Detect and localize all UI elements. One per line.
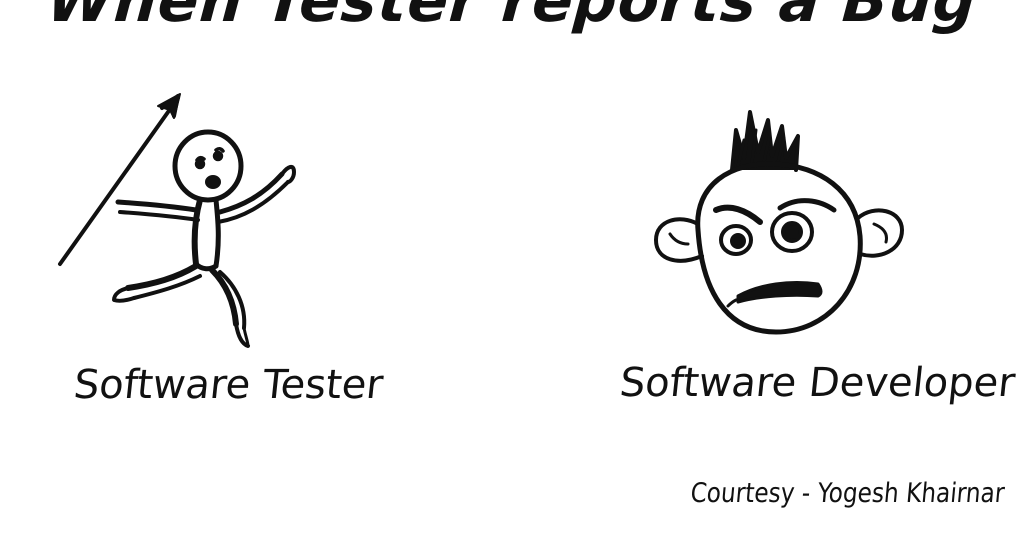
angry-face-icon — [654, 110, 904, 335]
developer-figure — [640, 100, 910, 340]
tester-figure — [50, 88, 310, 358]
tester-label: Software Tester — [71, 362, 386, 408]
credit-text: Courtesy - Yogesh Khairnar — [689, 478, 1006, 509]
developer-label: Software Developer — [617, 360, 1018, 406]
comic-title: When Tester reports a Bug — [44, 0, 980, 36]
stick-figure-with-spear-icon — [58, 93, 296, 348]
